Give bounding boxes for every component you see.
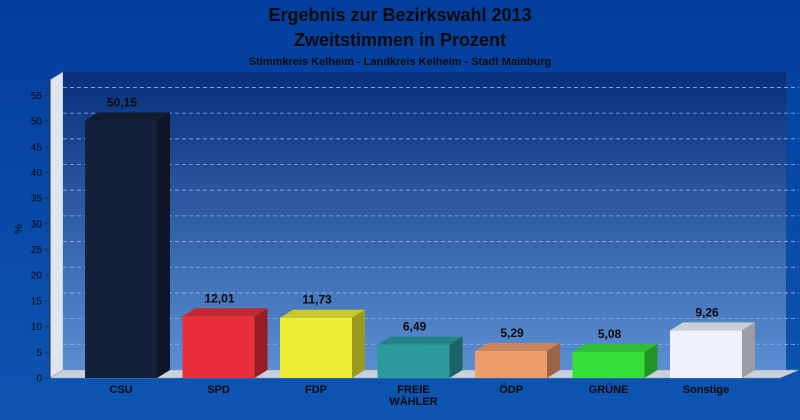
bar-front xyxy=(280,317,352,378)
bar xyxy=(377,336,463,378)
data-label: 12,01 xyxy=(204,291,234,305)
y-tick-label: 20 xyxy=(31,271,43,282)
bar xyxy=(475,342,560,378)
bar xyxy=(670,322,755,378)
bar xyxy=(280,309,365,378)
data-label: 9,26 xyxy=(695,305,719,319)
y-tick-label: 10 xyxy=(31,322,43,333)
y-tick-label: 25 xyxy=(31,245,43,256)
y-axis-label: % xyxy=(13,224,25,234)
bar-front xyxy=(475,350,547,378)
bar xyxy=(182,308,268,378)
y-tick-label: 5 xyxy=(36,348,42,359)
x-tick-label: ÖDP xyxy=(499,383,523,396)
bar-side xyxy=(742,322,755,378)
x-tick-label: SPD xyxy=(207,384,230,396)
bar xyxy=(572,343,658,378)
bar-front xyxy=(670,330,742,378)
bar-top xyxy=(670,322,755,331)
bar-side xyxy=(449,336,463,378)
chart-subtitle: Zweitstimmen in Prozent xyxy=(294,30,506,50)
bar-side xyxy=(547,342,560,378)
left-wall xyxy=(49,71,64,379)
chart-subtitle-region: Stimmkreis Kelheim - Landkreis Kelheim -… xyxy=(249,56,552,68)
y-tick-label: 40 xyxy=(31,168,43,179)
x-tick-label: FREIE xyxy=(397,384,429,396)
bar-top xyxy=(377,336,463,345)
y-tick-label: 50 xyxy=(31,117,43,128)
bar-side xyxy=(157,112,170,378)
data-label: 5,08 xyxy=(598,327,622,341)
bar-front xyxy=(572,351,645,378)
x-tick-label: Sonstige xyxy=(683,384,729,396)
y-tick-label: 35 xyxy=(31,194,43,205)
y-tick-label: 15 xyxy=(31,296,43,307)
data-label: 11,73 xyxy=(302,293,332,307)
x-tick-label: GRÜNE xyxy=(589,383,629,396)
bar-top xyxy=(280,309,365,318)
bar-front xyxy=(377,344,450,378)
x-tick-label: FDP xyxy=(305,384,327,396)
x-tick-label: WÄHLER xyxy=(389,395,437,408)
bar-side xyxy=(644,343,658,378)
chart-title: Ergebnis zur Bezirkswahl 2013 xyxy=(268,5,531,25)
bar-front xyxy=(85,120,157,378)
y-tick-label: 30 xyxy=(31,219,43,230)
x-tick-label: CSU xyxy=(109,384,132,396)
y-tick-label: 55 xyxy=(31,91,43,102)
data-label: 50,15 xyxy=(107,95,137,109)
bar-side xyxy=(352,309,365,378)
bar-top xyxy=(85,112,170,121)
data-label: 5,29 xyxy=(500,326,524,340)
bar-top xyxy=(182,308,268,317)
data-label: 6,49 xyxy=(403,320,427,334)
bar-top xyxy=(475,342,560,351)
bar-front xyxy=(182,316,255,378)
bar-top xyxy=(572,343,658,352)
y-tick-label: 45 xyxy=(31,142,43,153)
y-tick-label: 0 xyxy=(36,374,42,385)
bar xyxy=(85,112,170,378)
bar-side xyxy=(254,308,268,378)
